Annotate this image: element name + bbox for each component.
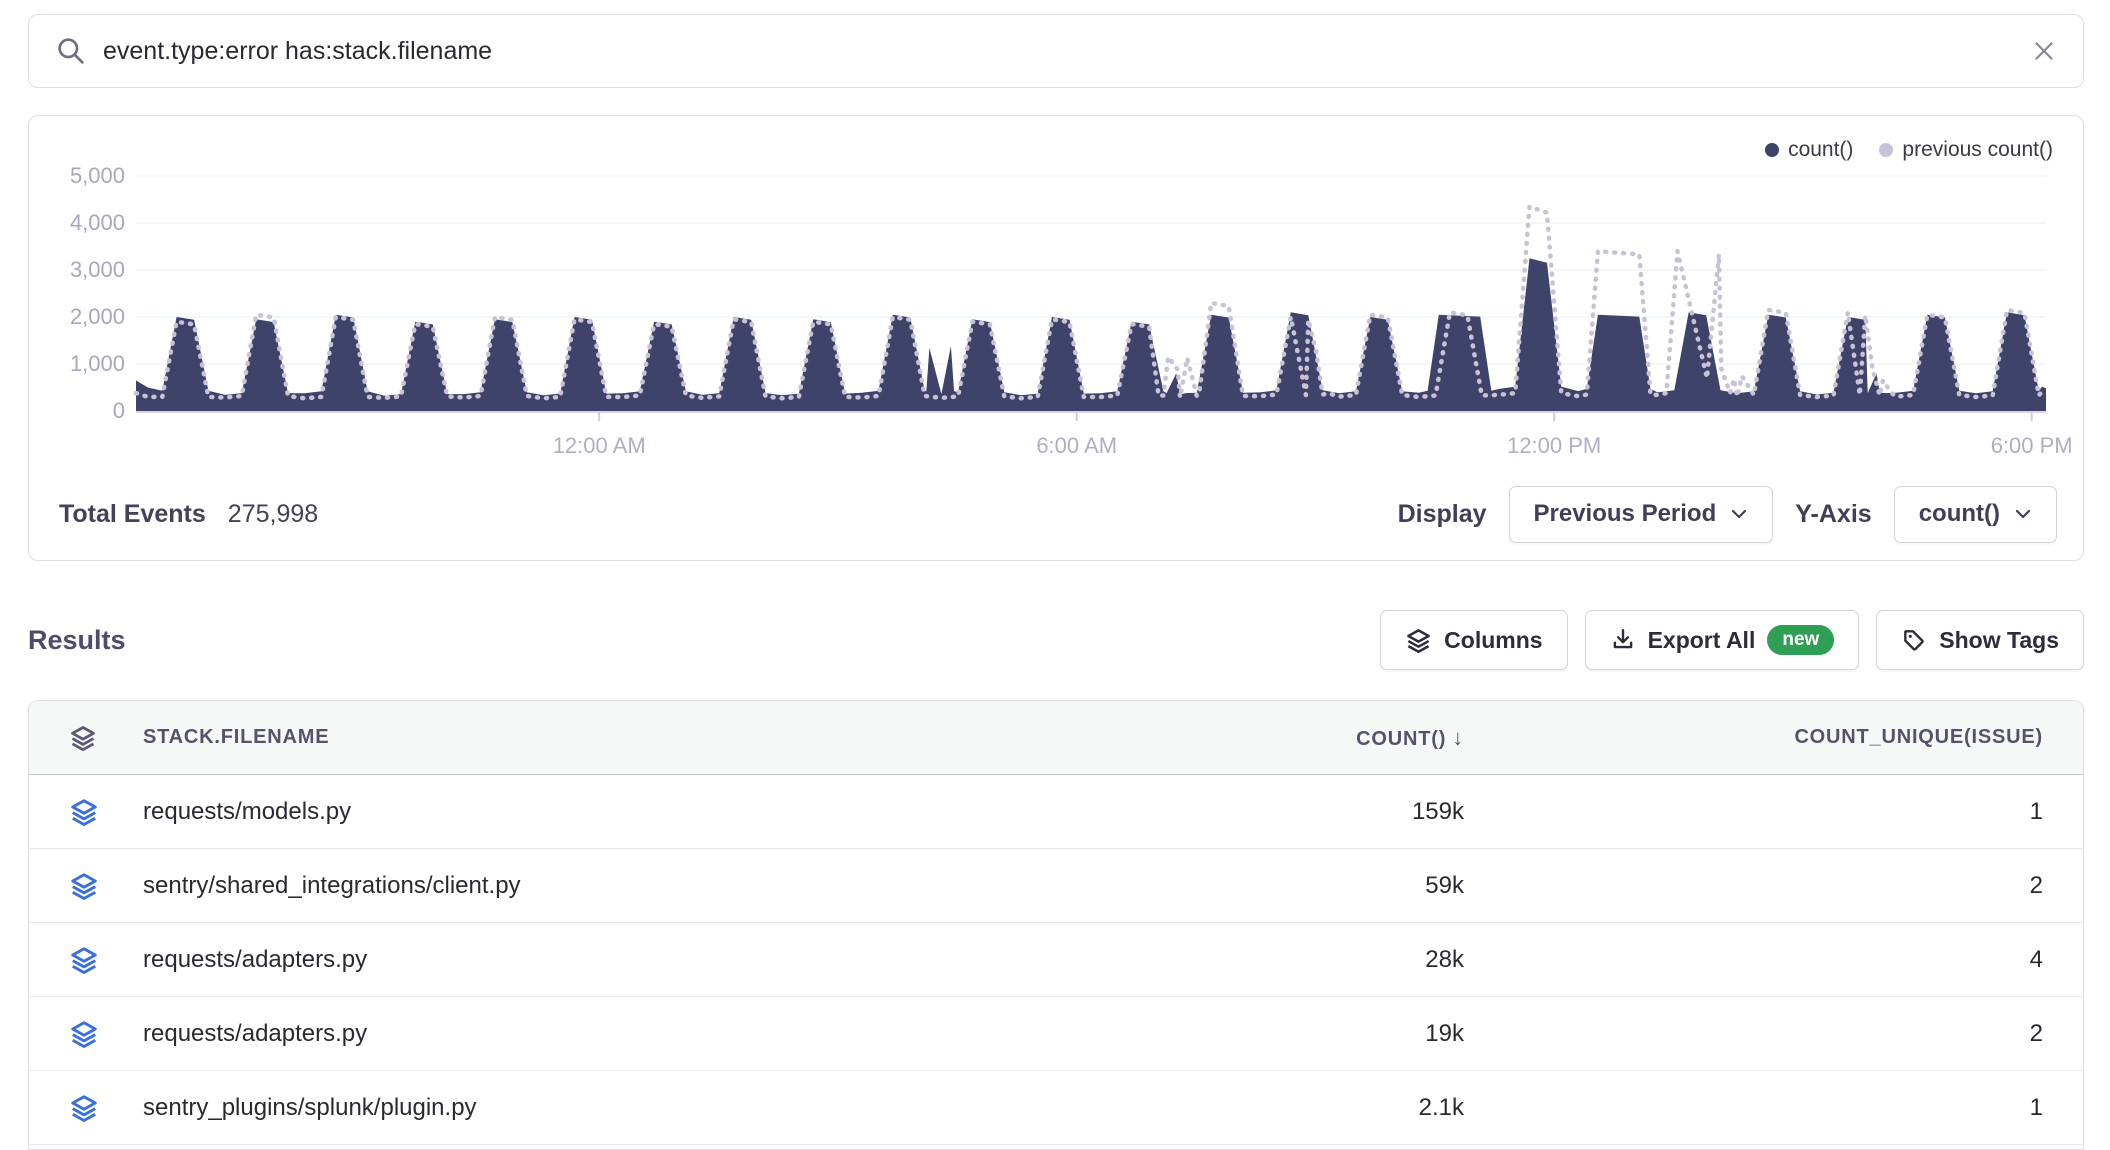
- export-all-button[interactable]: Export All new: [1584, 610, 1860, 670]
- clear-search-button[interactable]: [2031, 38, 2057, 64]
- chevron-down-icon: [1732, 509, 1747, 519]
- events-area-chart[interactable]: [29, 116, 2082, 468]
- y-axis-tick-label: 1,000: [69, 351, 125, 376]
- stack-filename-cell[interactable]: requests/adapters.py: [143, 945, 368, 973]
- x-axis-tick-label: 6:00 AM: [1036, 433, 1118, 458]
- x-axis-tick-label: 6:00 PM: [1990, 433, 2073, 458]
- display-label: Display: [1397, 499, 1487, 528]
- legend-item-previous-count[interactable]: previous count(): [1879, 138, 2053, 162]
- results-title: Results: [28, 624, 126, 655]
- y-axis-tick-label: 0: [112, 398, 125, 423]
- layers-icon: [69, 1093, 143, 1123]
- count-cell[interactable]: 59k: [1425, 871, 1464, 899]
- chart-footer: Total Events 275,998 Display Previous Pe…: [59, 468, 2057, 560]
- show-tags-button-label: Show Tags: [1939, 626, 2059, 653]
- series-previous-dotted-line: [133, 204, 2049, 401]
- column-header-stack-filename[interactable]: STACK.FILENAME: [143, 726, 330, 748]
- search-input[interactable]: [103, 36, 2031, 66]
- table-body: requests/models.py 159k 1 sentry/shared_int…: [29, 775, 2083, 1145]
- count-cell[interactable]: 2.1k: [1418, 1093, 1464, 1121]
- count-cell[interactable]: 19k: [1425, 1019, 1464, 1047]
- y-axis-tick-label: 2,000: [69, 304, 125, 329]
- columns-button[interactable]: Columns: [1380, 610, 1568, 670]
- series-current-area: [136, 258, 2046, 411]
- table-header-row: STACK.FILENAME COUNT() ↓ COUNT_UNIQUE(ISS…: [29, 701, 2083, 775]
- table-row: requests/adapters.py 28k 4: [29, 923, 2083, 997]
- legend-item-count[interactable]: count(): [1765, 138, 1853, 162]
- layers-icon: [69, 797, 143, 827]
- count-unique-issue-cell[interactable]: 4: [2029, 945, 2043, 973]
- layers-icon: [69, 945, 143, 975]
- results-header: Results Columns Export All new Show Tags: [28, 608, 2084, 672]
- export-all-button-label: Export All: [1647, 626, 1756, 653]
- legend-dot-icon: [1765, 143, 1780, 157]
- table-row: sentry_plugins/splunk/plugin.py 2.1k 1: [29, 1071, 2083, 1145]
- count-unique-issue-cell[interactable]: 1: [2029, 797, 2043, 825]
- show-tags-button[interactable]: Show Tags: [1876, 610, 2084, 670]
- stack-filename-cell[interactable]: sentry/shared_integrations/client.py: [143, 871, 521, 899]
- download-icon: [1613, 629, 1632, 649]
- search-icon: [58, 38, 84, 64]
- display-dropdown-value: Previous Period: [1533, 500, 1717, 527]
- y-axis-dropdown[interactable]: count(): [1893, 485, 2057, 543]
- count-cell[interactable]: 159k: [1411, 797, 1464, 825]
- y-axis-label: Y-Axis: [1795, 499, 1872, 528]
- total-events-label: Total Events: [59, 499, 206, 528]
- table-row: sentry/shared_integrations/client.py 59k 2: [29, 849, 2083, 923]
- x-axis-tick-label: 12:00 AM: [552, 433, 646, 458]
- close-icon: [2035, 42, 2053, 60]
- count-header-label: COUNT(): [1356, 727, 1447, 750]
- count-unique-issue-cell[interactable]: 1: [2029, 1093, 2043, 1121]
- legend-dot-icon: [1879, 143, 1894, 157]
- legend-label: count(): [1788, 138, 1854, 161]
- new-badge: new: [1767, 625, 1835, 655]
- count-unique-issue-cell[interactable]: 2: [2029, 1019, 2043, 1047]
- y-axis-tick-label: 5,000: [69, 163, 125, 188]
- column-header-count-unique-issue[interactable]: COUNT_UNIQUE(ISSUE): [1794, 726, 2043, 748]
- events-chart-panel: count() previous count() 0 1,000 2,000 3,000…: [28, 115, 2084, 561]
- tag-icon: [1904, 630, 1925, 651]
- layers-icon: [69, 871, 143, 901]
- stack-filename-cell[interactable]: sentry_plugins/splunk/plugin.py: [143, 1093, 477, 1121]
- columns-button-label: Columns: [1444, 626, 1543, 653]
- legend-label: previous count(): [1902, 138, 2053, 161]
- layers-icon: [69, 724, 143, 752]
- sort-desc-icon: ↓: [1452, 724, 1464, 750]
- x-axis-tick-label: 12:00 PM: [1507, 433, 1602, 458]
- chevron-down-icon: [2015, 509, 2031, 519]
- table-row: requests/models.py 159k 1: [29, 775, 2083, 849]
- y-axis-dropdown-value: count(): [1918, 500, 2000, 527]
- count-unique-issue-cell[interactable]: 2: [2029, 871, 2043, 899]
- column-header-count[interactable]: COUNT() ↓: [1164, 725, 1464, 751]
- results-table: STACK.FILENAME COUNT() ↓ COUNT_UNIQUE(ISS…: [28, 700, 2084, 1150]
- y-axis-tick-label: 4,000: [69, 210, 125, 235]
- layers-icon: [1407, 628, 1431, 653]
- layers-icon: [69, 1019, 143, 1049]
- stack-filename-cell[interactable]: requests/models.py: [143, 797, 352, 825]
- count-cell[interactable]: 28k: [1425, 945, 1464, 973]
- total-events-value: 275,998: [227, 499, 319, 528]
- display-dropdown[interactable]: Previous Period: [1508, 485, 1774, 543]
- table-row: requests/adapters.py 19k 2: [29, 997, 2083, 1071]
- chart-legend: count() previous count(): [1765, 138, 2053, 162]
- y-axis-tick-label: 3,000: [69, 257, 125, 282]
- search-bar: [28, 14, 2084, 88]
- stack-filename-cell[interactable]: requests/adapters.py: [143, 1019, 368, 1047]
